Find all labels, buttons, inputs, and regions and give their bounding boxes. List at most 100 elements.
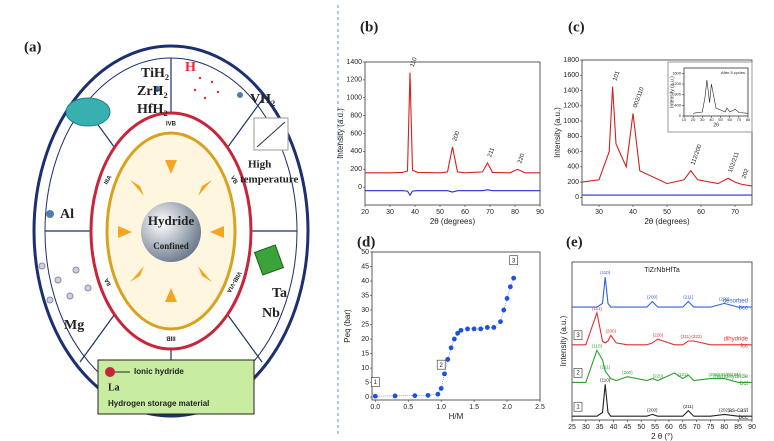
annotation: 3 (512, 258, 516, 264)
peak-label: (220) (653, 374, 664, 379)
hydride-label: ZrH₂ (137, 84, 168, 99)
mg-structure (38, 262, 92, 304)
x-tick-label: 30 (595, 209, 603, 216)
y-tick-label: 800 (350, 112, 362, 119)
y-tick-label: 35 (361, 292, 369, 299)
y-tick-label: 50 (361, 249, 369, 256)
tag-box (573, 330, 583, 341)
point (425, 392, 431, 398)
x-axis-label: 2θ (degrees) (644, 217, 690, 226)
point (458, 327, 464, 333)
peak-label: (311) (680, 334, 691, 339)
y-axis-label: Intensity (a.u.) (336, 108, 345, 159)
y-tick-label: 200 (350, 166, 362, 173)
point (372, 393, 378, 399)
legend-phase: bcc (739, 415, 748, 421)
x-tick-label: 70 (737, 117, 742, 122)
y-tick-label: 0 (358, 184, 362, 191)
series-line (365, 189, 540, 197)
x-tick-label: 80 (720, 424, 728, 431)
tag-label: 3 (576, 333, 580, 339)
y-axis-label: Intensity (a.u.) (553, 107, 562, 158)
legend-entry: dihydride (724, 336, 749, 342)
x-tick-label: 40 (629, 209, 637, 216)
point (451, 336, 457, 342)
x-tick-label: 20 (691, 117, 696, 122)
x-tick-label: 50 (663, 209, 671, 216)
y-tick-label: 45 (361, 263, 369, 270)
x-tick-label: 55 (651, 424, 659, 431)
ring-label: IIIB (166, 334, 176, 340)
legend-ionic-icon (105, 367, 115, 377)
series-line (581, 86, 753, 187)
tag-box (573, 401, 583, 412)
y-tick-label: 1600 (563, 72, 579, 79)
peak-label: 110 (410, 56, 419, 68)
x-tick-label: 40 (411, 209, 419, 216)
x-axis-label: 2 θ (°) (651, 432, 673, 441)
x-axis-label: 2θ (degrees) (430, 217, 476, 226)
x-tick-label: 70 (486, 209, 494, 216)
x-tick-label: 70 (731, 209, 739, 216)
annotation-box (509, 255, 518, 266)
panel-label: (d) (357, 234, 375, 250)
al-label: Al (60, 207, 74, 222)
x-tick-label: 60 (697, 209, 705, 216)
point (491, 325, 497, 330)
y-tick-label: 1400 (346, 59, 362, 66)
high-label: High (248, 159, 271, 171)
point (392, 393, 398, 399)
peak-label: 101 (612, 70, 621, 82)
x-tick-label: 50 (637, 424, 645, 431)
y-tick-label: 400 (350, 148, 362, 155)
chart-title: TiZrNbHfTa (644, 267, 680, 274)
series-line (572, 276, 752, 308)
mg-label: Mg (64, 318, 84, 333)
y-axis-label: Peq (bar) (343, 309, 352, 343)
series-line (693, 79, 749, 114)
peak-label: (200) (647, 295, 658, 300)
x-tick-label: 0.0 (370, 404, 380, 411)
peak-label: (202) (719, 297, 730, 302)
tag-box (573, 368, 583, 378)
x-tick-label: 70 (693, 424, 701, 431)
y-tick-label: 5 (365, 379, 369, 386)
annotation: 1 (374, 380, 378, 386)
x-axis-label: 2θ (713, 122, 719, 128)
x-tick-label: 60 (461, 209, 469, 216)
ring-label: IIA (104, 276, 113, 286)
legend-entry: as-cast (729, 408, 749, 414)
annotation: 2 (440, 363, 444, 369)
x-tick-label: 1.0 (436, 404, 446, 411)
y-tick-label: 0 (575, 194, 579, 201)
peak-label: (202) (719, 408, 730, 413)
atom (154, 86, 160, 92)
peak-label: (111) (592, 306, 602, 311)
y-tick-label: 800 (567, 133, 579, 140)
nb-label: Nb (262, 306, 280, 321)
series-line (365, 72, 540, 174)
y-tick-label: 1400 (563, 87, 579, 94)
peak-label: (202)(310)(222) (709, 372, 741, 377)
x-tick-label: 65 (679, 424, 687, 431)
peak-label: (211) (683, 295, 694, 300)
x-tick-label: 40 (610, 424, 618, 431)
x-tick-label: 25 (568, 424, 576, 431)
x-tick-label: 60 (727, 117, 732, 122)
panel-label: (e) (566, 234, 583, 250)
x-tick-label: 2.0 (502, 404, 512, 411)
y-axis-label: Intensity (a.u.) (559, 315, 568, 366)
x-tick-label: 30 (386, 209, 394, 216)
y-tick-label: 400 (567, 164, 579, 171)
peak-label: (222) (691, 334, 702, 339)
x-tick-label: 10 (682, 117, 687, 122)
al-atom (46, 210, 54, 218)
x-tick-label: 0.5 (403, 404, 413, 411)
legend-phase: bcc (739, 306, 748, 312)
legend-box (97, 359, 255, 415)
legend-ionic: Ionic hydride (134, 367, 184, 376)
peak-label: 200 (452, 130, 461, 142)
point (498, 319, 503, 325)
point (504, 296, 510, 301)
ta-label: Ta (272, 286, 287, 301)
